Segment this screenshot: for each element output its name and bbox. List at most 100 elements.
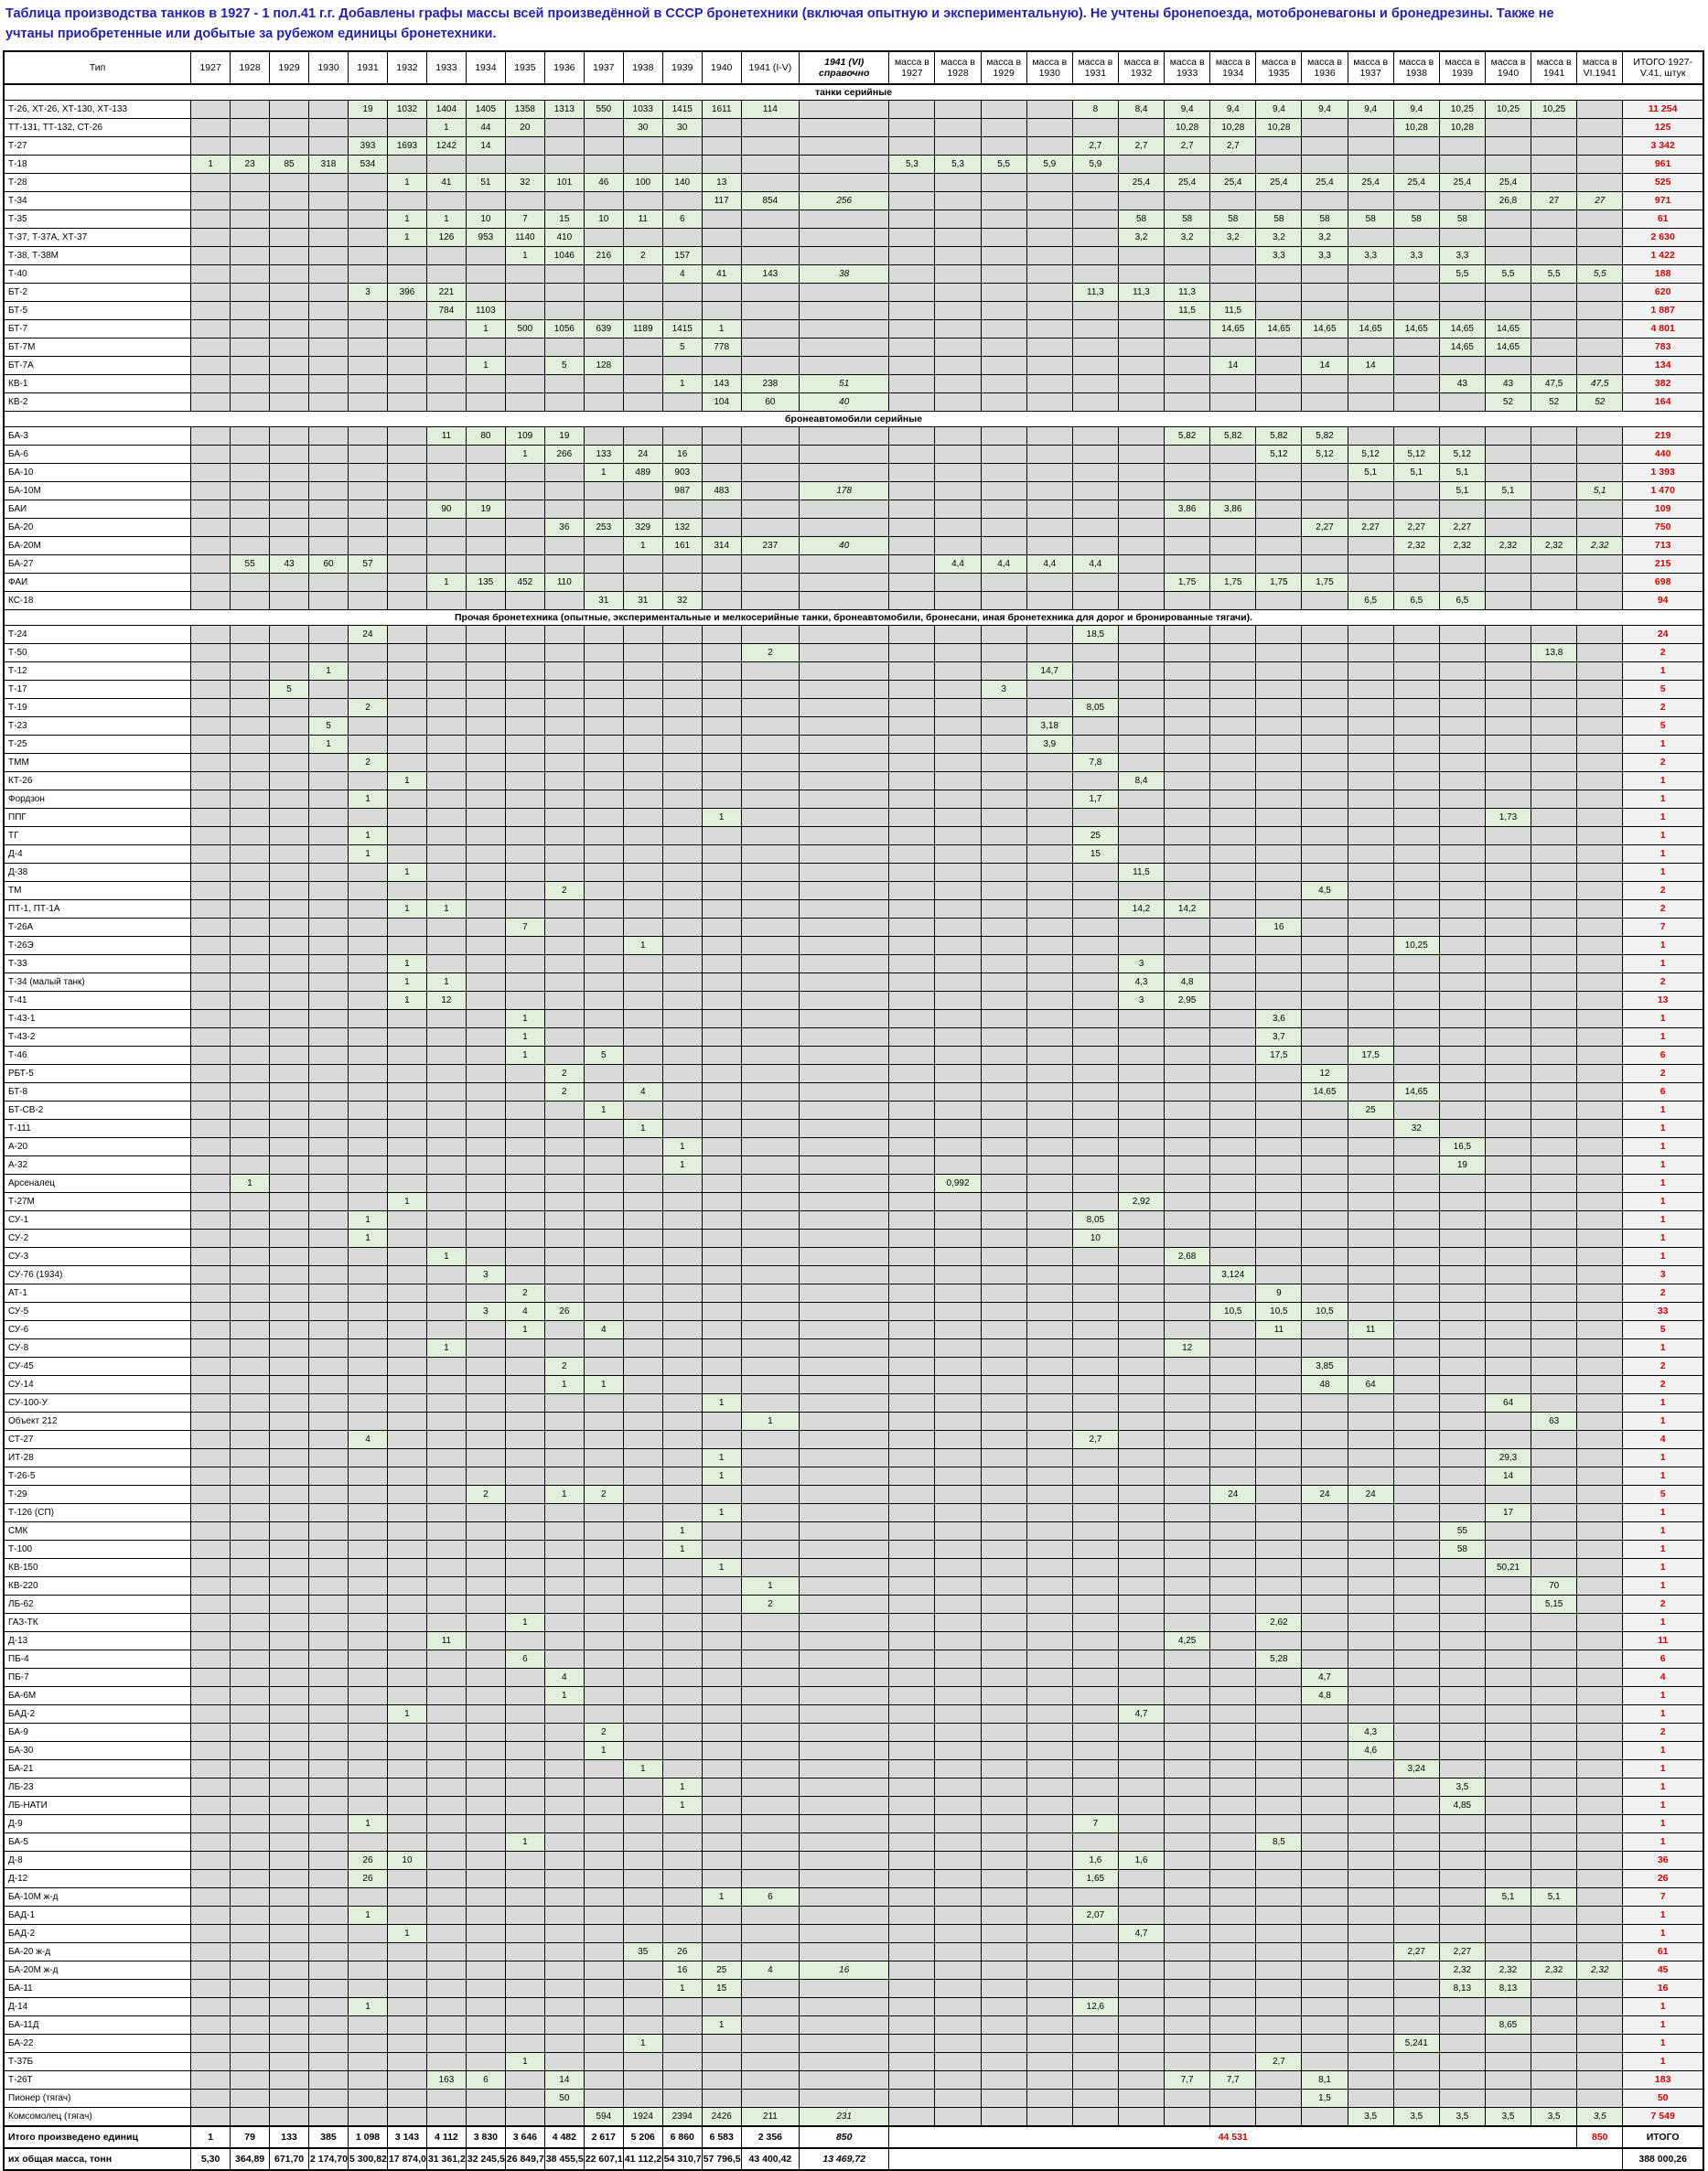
prod-cell-1933[interactable]: [425, 337, 467, 357]
mass-cell-1938[interactable]: [1392, 1228, 1440, 1248]
prod-cell-1927[interactable]: [190, 1338, 231, 1358]
mass-cell-1928[interactable]: [934, 2015, 982, 2035]
prod-cell-1940[interactable]: 1: [701, 318, 742, 339]
prod-cell-1932[interactable]: [386, 1667, 427, 1687]
mass-cell-1931[interactable]: [1071, 1338, 1119, 1358]
prod-cell-1931[interactable]: [348, 590, 388, 610]
mass-cell-1927[interactable]: [888, 1392, 936, 1413]
mass-cell-1928[interactable]: [934, 172, 982, 192]
row-label[interactable]: КВ-220: [3, 1575, 192, 1596]
prod-cell-1928[interactable]: [230, 209, 271, 229]
prod-cell-1938[interactable]: [622, 1228, 663, 1248]
prod-cell-1931[interactable]: [348, 1319, 388, 1339]
mass-cell-1928[interactable]: [934, 1209, 982, 1230]
total-cell[interactable]: 1: [1622, 770, 1704, 790]
prod-cell-1934[interactable]: [465, 245, 506, 265]
mass-cell-1927[interactable]: [888, 1539, 936, 1559]
mass-cell-1933[interactable]: [1164, 1539, 1211, 1559]
mass-cell-1940[interactable]: [1484, 1118, 1532, 1138]
mass-cell-1935[interactable]: [1255, 1429, 1303, 1449]
prod-cell-1931[interactable]: [348, 1447, 388, 1467]
prod-cell-1937[interactable]: [583, 1886, 624, 1907]
prod-cell-1940[interactable]: [701, 1612, 742, 1632]
mass-cell-1936[interactable]: [1301, 2051, 1348, 2071]
total-cell[interactable]: 7: [1622, 917, 1704, 937]
mass-cell-1941vi[interactable]: [1576, 1246, 1624, 1266]
total-cell[interactable]: 1: [1622, 2015, 1704, 2035]
mass-cell-1939[interactable]: [1438, 1392, 1486, 1413]
prod-cell-1938[interactable]: [622, 1813, 663, 1833]
mass-cell-1929[interactable]: [980, 1283, 1027, 1303]
prod-cell-1931[interactable]: [348, 1063, 388, 1083]
mass-cell-1933[interactable]: [1164, 953, 1211, 973]
prod-cell-1929[interactable]: [269, 1008, 310, 1028]
total-cell[interactable]: 1: [1622, 1758, 1704, 1779]
prod-cell-1931[interactable]: [348, 444, 388, 464]
mass-cell-1936[interactable]: [1301, 1100, 1348, 1120]
prod-cell-1939[interactable]: [661, 1630, 703, 1650]
mass-cell-1928[interactable]: [934, 245, 982, 265]
col-header-mass-1928[interactable]: масса в 1928: [934, 50, 982, 85]
mass-cell-1930[interactable]: [1026, 1612, 1073, 1632]
mass-cell-1935[interactable]: 10,28: [1255, 117, 1303, 137]
prod-cell-1928[interactable]: [230, 1667, 271, 1687]
mass-cell-1933[interactable]: [1164, 1832, 1211, 1852]
mass-cell-1941vi[interactable]: [1576, 825, 1624, 845]
mass-cell-1940[interactable]: [1484, 245, 1532, 265]
mass-cell-1932[interactable]: [1117, 1100, 1166, 1120]
prod-cell-1936[interactable]: [543, 553, 585, 574]
prod-cell-1940[interactable]: [701, 1667, 742, 1687]
prod-cell-1931[interactable]: [348, 734, 388, 754]
mass-cell-1932[interactable]: [1117, 1667, 1166, 1687]
total-cell[interactable]: 4 801: [1622, 318, 1704, 339]
mass-cell-1932[interactable]: 11,3: [1117, 282, 1166, 302]
prod-cell-1940[interactable]: [701, 1758, 742, 1779]
prod-cell-1929[interactable]: [269, 1850, 310, 1870]
mass-cell-1930[interactable]: [1026, 1173, 1073, 1193]
mass-cell-1928[interactable]: [934, 1612, 982, 1632]
col-header-mass-1935[interactable]: масса в 1935: [1255, 50, 1303, 85]
mass-cell-1934[interactable]: [1209, 480, 1257, 500]
prod-cell-1931[interactable]: [348, 1886, 388, 1907]
prod-cell-1938[interactable]: [622, 2088, 663, 2108]
mass-cell-1940[interactable]: [1484, 624, 1532, 644]
prod-cell-1933[interactable]: [425, 444, 467, 464]
prod-cell-1928[interactable]: [230, 227, 271, 247]
mass-cell-1933[interactable]: 11,5: [1164, 300, 1211, 320]
prod-cell-1932[interactable]: 1: [386, 972, 427, 992]
mass-cell-1939[interactable]: [1438, 1557, 1486, 1577]
mass-cell-1937[interactable]: [1347, 789, 1394, 809]
mass-cell-1936[interactable]: 3,2: [1301, 227, 1348, 247]
prod-cell-1930[interactable]: [308, 807, 349, 827]
mass-cell-1938[interactable]: [1392, 480, 1440, 500]
mass-cell-1929[interactable]: [980, 862, 1027, 882]
prod-cell-1939[interactable]: [661, 1447, 703, 1467]
prod-cell-1938[interactable]: [622, 263, 663, 284]
mass-cell-1935[interactable]: [1255, 1960, 1303, 1980]
mass-cell-1928[interactable]: [934, 1484, 982, 1504]
prod-cell-1931[interactable]: [348, 862, 388, 882]
row-label[interactable]: Т-34: [3, 190, 192, 210]
prod-cell-1935[interactable]: [504, 1740, 545, 1760]
mass-cell-1936[interactable]: [1301, 2015, 1348, 2035]
mass-cell-1927[interactable]: [888, 1722, 936, 1742]
mass-cell-1930[interactable]: 3,18: [1026, 715, 1073, 736]
mass-cell-1929[interactable]: [980, 535, 1027, 555]
prod-cell-1938[interactable]: [622, 898, 663, 919]
prod-cell-1928[interactable]: [230, 1283, 271, 1303]
mass-cell-1940[interactable]: [1484, 2051, 1532, 2071]
mass-cell-1936[interactable]: 14: [1301, 355, 1348, 375]
total-cell[interactable]: 1: [1622, 1521, 1704, 1541]
prod-cell-1932[interactable]: [386, 642, 427, 662]
mass-cell-1927[interactable]: [888, 553, 936, 574]
mass-cell-1940[interactable]: [1484, 135, 1532, 156]
prod-cell-1940[interactable]: 143: [701, 373, 742, 393]
prod-cell-1928[interactable]: [230, 697, 271, 717]
prod-cell-1941[interactable]: [740, 1228, 800, 1248]
mass-cell-1933[interactable]: 12: [1164, 1338, 1211, 1358]
prod-cell-1936[interactable]: 1313: [543, 99, 585, 119]
prod-cell-1933[interactable]: 11: [425, 425, 467, 446]
mass-cell-1936[interactable]: [1301, 1978, 1348, 1998]
prod-cell-1930[interactable]: [308, 1246, 349, 1266]
prod-cell-1932[interactable]: [386, 1905, 427, 1925]
